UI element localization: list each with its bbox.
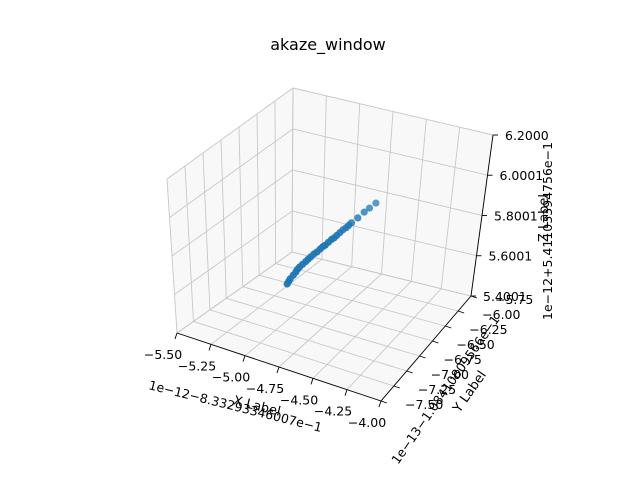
data-point [347,219,356,227]
data-points [283,199,380,288]
x-tick-mark [310,378,314,385]
x-grid-floor [346,288,442,390]
x-tick-mark [174,332,178,340]
y-grid-floor [209,309,407,372]
grid-lines [166,87,494,402]
z-grid-back [292,210,477,257]
y-tick-label: −7.25 [418,382,456,397]
x-ticks: −5.50−5.25−5.00−4.75−4.50−4.25−4.00 [144,332,386,430]
z-tick-label: 5.8001 [494,208,538,223]
x-tick-label: −4.75 [246,381,284,396]
x-grid-floor [312,281,412,379]
y-tick-label: −6.50 [456,337,494,352]
x-tick-label: −4.00 [348,415,386,430]
y-tick-mark [393,385,400,389]
z-axis-label: Z Label [537,194,552,242]
y-grid-left [166,178,178,334]
x-tick-mark [242,355,246,362]
z-grid-back [292,169,483,216]
y-grid-floor [193,321,394,387]
x-tick-label: −5.00 [212,370,250,385]
y-grid-floor [275,263,459,312]
y-grid-floor [242,286,433,342]
x-tick-label: −4.25 [314,404,352,419]
z-grid-back [292,87,494,136]
z-axis-line [470,134,494,297]
z-ticks: 5.4001 5.6001 5.8001 6.0001 6.2000 [471,128,549,304]
x-tick-label: −5.50 [144,347,182,362]
data-point [365,204,374,212]
x-grid-floor [278,273,382,368]
z-grid-left [166,87,294,180]
x-tick-mark [344,389,348,396]
z-grid-left [176,251,293,334]
z-tick-label: 5.6001 [489,249,533,264]
y-tick-mark [380,400,388,404]
z-grid-left [171,169,293,257]
z-tick-label: 6.2000 [505,128,549,143]
z-tick-label: 6.0001 [500,168,544,183]
x-tick-label: −4.50 [280,392,318,407]
z-tick-label: 5.4001 [483,289,527,304]
z-grid-left [169,128,294,218]
z-grid-left [174,210,293,295]
z-grid-back [291,251,472,297]
y-tick-mark [458,310,465,314]
y-tick-label: −6.00 [482,307,520,322]
y-tick-label: −7.50 [405,397,443,412]
data-point [354,214,362,222]
z-offset-text: 1e−12+5.41103394756e−1 [540,142,555,320]
y-tick-mark [445,325,452,329]
chart-title: akaze_window [270,35,386,55]
y-tick-label: −5.75 [495,292,533,307]
y-tick-label: −6.25 [469,322,507,337]
y-tick-mark [432,340,439,344]
x-tick-mark [208,344,212,351]
data-point [372,199,380,207]
x-tick-mark [276,366,280,374]
y-axis-line [380,295,472,402]
y-tick-label: −6.75 [444,352,482,367]
data-point [360,208,368,216]
y-tick-label: −7.00 [431,367,469,382]
x-grid-floor [244,266,352,357]
x-tick-mark [378,400,382,408]
y-tick-mark [419,355,426,359]
x-tick-label: −5.25 [178,358,216,373]
y-ticks: −7.50−7.25−7.00−6.75−6.50−6.25−6.00−5.75 [380,292,533,412]
x-grid-floor [210,258,323,345]
z-grid-back [292,128,488,176]
y-tick-mark [406,370,413,374]
y-grid-floor [226,297,420,357]
